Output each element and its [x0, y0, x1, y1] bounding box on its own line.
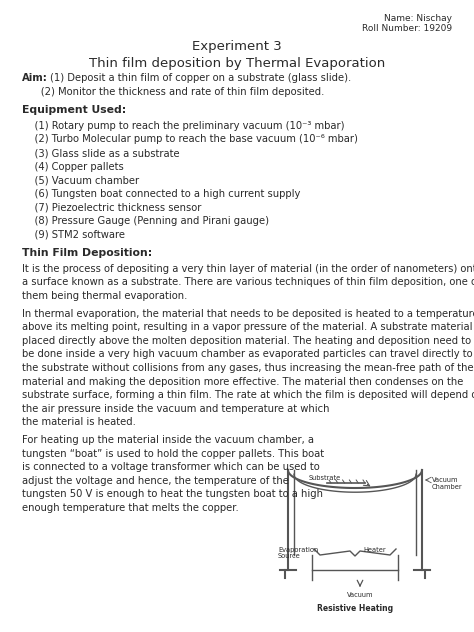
Text: Vacuum: Vacuum	[432, 477, 458, 483]
Text: Evaporation: Evaporation	[278, 547, 318, 553]
Text: Source: Source	[278, 553, 301, 559]
Text: (7) Piezoelectric thickness sensor: (7) Piezoelectric thickness sensor	[22, 202, 201, 212]
Text: be done inside a very high vacuum chamber as evaporated particles can travel dir: be done inside a very high vacuum chambe…	[22, 349, 473, 360]
Text: (5) Vacuum chamber: (5) Vacuum chamber	[22, 175, 139, 185]
Text: (6) Tungsten boat connected to a high current supply: (6) Tungsten boat connected to a high cu…	[22, 189, 301, 199]
Text: material and making the deposition more effective. The material then condenses o: material and making the deposition more …	[22, 377, 464, 387]
Text: Equipment Used:: Equipment Used:	[22, 105, 126, 115]
Text: (2) Monitor the thickness and rate of thin film deposited.: (2) Monitor the thickness and rate of th…	[22, 87, 324, 97]
Text: is connected to a voltage transformer which can be used to: is connected to a voltage transformer wh…	[22, 462, 320, 472]
Text: the substrate without collisions from any gases, thus increasing the mean-free p: the substrate without collisions from an…	[22, 363, 474, 373]
Text: (8) Pressure Gauge (Penning and Pirani gauge): (8) Pressure Gauge (Penning and Pirani g…	[22, 216, 269, 226]
Text: Experiment 3: Experiment 3	[192, 40, 282, 53]
Text: Thin film deposition by Thermal Evaporation: Thin film deposition by Thermal Evaporat…	[89, 57, 385, 70]
Text: Thin Film Deposition:: Thin Film Deposition:	[22, 248, 152, 258]
Text: (2) Turbo Molecular pump to reach the base vacuum (10⁻⁶ mbar): (2) Turbo Molecular pump to reach the ba…	[22, 135, 358, 144]
Text: enough temperature that melts the copper.: enough temperature that melts the copper…	[22, 503, 239, 513]
Text: Roll Number: 19209: Roll Number: 19209	[362, 24, 452, 33]
Text: (9) STM2 software: (9) STM2 software	[22, 229, 125, 240]
Text: the air pressure inside the vacuum and temperature at which: the air pressure inside the vacuum and t…	[22, 404, 329, 414]
Text: (4) Copper pallets: (4) Copper pallets	[22, 162, 124, 172]
Text: Chamber: Chamber	[432, 484, 463, 490]
Text: above its melting point, resulting in a vapor pressure of the material. A substr: above its melting point, resulting in a …	[22, 322, 474, 332]
Text: (1) Rotary pump to reach the preliminary vacuum (10⁻³ mbar): (1) Rotary pump to reach the preliminary…	[22, 121, 345, 131]
Text: Aim:: Aim:	[22, 73, 48, 83]
Text: the material is heated.: the material is heated.	[22, 417, 136, 427]
Text: them being thermal evaporation.: them being thermal evaporation.	[22, 291, 187, 301]
Text: (1) Deposit a thin film of copper on a substrate (glass slide).: (1) Deposit a thin film of copper on a s…	[50, 73, 351, 83]
Text: (3) Glass slide as a substrate: (3) Glass slide as a substrate	[22, 148, 180, 158]
Text: For heating up the material inside the vacuum chamber, a: For heating up the material inside the v…	[22, 435, 314, 445]
Text: a surface known as a substrate. There are various techniques of thin film deposi: a surface known as a substrate. There ar…	[22, 277, 474, 288]
Text: substrate surface, forming a thin film. The rate at which the film is deposited : substrate surface, forming a thin film. …	[22, 390, 474, 400]
Text: In thermal evaporation, the material that needs to be deposited is heated to a t: In thermal evaporation, the material tha…	[22, 308, 474, 319]
Text: Vacuum: Vacuum	[347, 592, 373, 598]
Text: Name: Nischay: Name: Nischay	[384, 14, 452, 23]
Text: Resistive Heating: Resistive Heating	[317, 604, 393, 613]
Text: placed directly above the molten deposition material. The heating and deposition: placed directly above the molten deposit…	[22, 336, 471, 346]
Text: tungsten “boat” is used to hold the copper pallets. This boat: tungsten “boat” is used to hold the copp…	[22, 449, 324, 459]
Text: adjust the voltage and hence, the temperature of the: adjust the voltage and hence, the temper…	[22, 476, 289, 486]
Text: Substrate: Substrate	[309, 475, 341, 481]
Text: It is the process of depositing a very thin layer of material (in the order of n: It is the process of depositing a very t…	[22, 264, 474, 274]
Text: Heater: Heater	[363, 547, 386, 553]
Text: tungsten 50 V is enough to heat the tungsten boat to a high: tungsten 50 V is enough to heat the tung…	[22, 489, 323, 499]
